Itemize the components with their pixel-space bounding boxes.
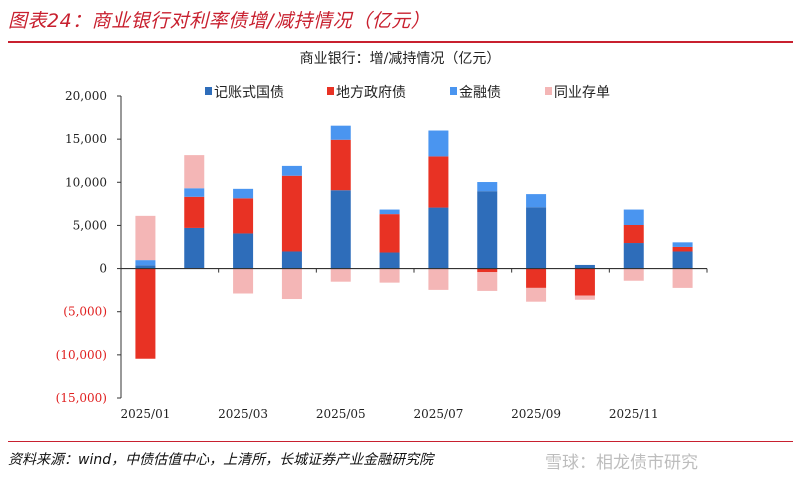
legend-swatch [545,87,552,95]
x-tick-label: 2025/05 [316,407,366,421]
legend-label: 金融债 [459,85,501,101]
legend-label: 记账式国债 [214,85,284,101]
title-divider [8,41,793,43]
bar-segment-1-2025-04 [281,251,302,269]
bar-segment-2-2025-03 [233,198,254,234]
bar-segment-4-2025-08 [477,272,498,291]
bar-segment-1-2025-05 [330,190,351,269]
bar-segment-2-2025-07 [428,156,449,208]
bar-segment-4-2025-06 [379,268,400,283]
bar-segment-4-2025-10 [574,295,595,300]
y-tick-label: 10,000 [65,175,107,189]
legend-swatch [327,87,334,95]
y-tick-label: (10,000) [56,348,107,362]
bar-segment-1-2025-08 [477,191,498,269]
bar-segment-3-2025-01 [135,260,156,266]
bar-segment-2-2025-12 [672,246,693,252]
bar-segment-4-2025-12 [672,268,693,288]
bar-segment-4-2025-03 [233,268,254,294]
bar-segment-2-2025-04 [281,175,302,252]
bar-segment-3-2025-12 [672,242,693,247]
bar-segment-2-2025-05 [330,139,351,191]
bar-segment-1-2025-09 [526,207,547,269]
bars [135,125,693,359]
figure-title: 图表24：商业银行对利率债增/减持情况（亿元） [8,10,431,32]
bar-segment-1-2025-12 [672,251,693,269]
legend-swatch [205,87,212,95]
footer-divider [8,441,793,442]
bar-segment-3-2025-08 [477,182,498,192]
x-tick-label: 2025/11 [609,407,659,421]
bar-segment-2-2025-10 [574,268,595,296]
y-tick-label: 15,000 [65,132,107,146]
x-tick-label: 2025/03 [218,407,268,421]
bar-segment-3-2025-02 [184,188,205,197]
bar-segment-3-2025-07 [428,130,449,157]
bar-segment-1-2025-06 [379,252,400,269]
bar-segment-4-2025-02 [184,155,205,189]
bar-segment-4-2025-04 [281,268,302,300]
bar-segment-3-2025-11 [623,209,644,225]
bar-segment-1-2025-11 [623,243,644,269]
y-axis: 20,000 15,000 10,000 5,000 0 (5,000) (10,000) (… [56,89,122,405]
watermark: 雪球：相龙债市研究 [545,453,698,473]
bar-segment-2-2025-08 [477,268,498,273]
legend-label: 同业存单 [554,85,610,101]
legend-swatch [450,87,457,95]
bar-segment-4-2025-05 [330,268,351,282]
bar-segment-4-2025-07 [428,268,449,290]
bar-segment-4-2025-01 [135,215,156,261]
source-note: 资料来源：wind，中债估值中心，上清所，长城证券产业金融研究院 [8,452,434,468]
bar-segment-3-2025-03 [233,188,254,199]
legend-label: 地方政府债 [336,85,406,101]
x-tick-label: 2025/07 [413,407,463,421]
bar-segment-2-2025-09 [526,268,547,288]
bar-segment-2-2025-06 [379,214,400,253]
y-tick-label: (15,000) [56,391,107,405]
y-tick-label: 20,000 [65,89,107,103]
x-tick-label: 2025/01 [120,407,170,421]
x-axis: 2025/01 2025/03 2025/05 2025/07 2025/09 2025/… [120,267,708,421]
bar-segment-3-2025-09 [526,194,547,208]
y-tick-label: (5,000) [63,305,107,319]
bar-segment-1-2025-03 [233,233,254,269]
bar-segment-4-2025-11 [623,268,644,281]
bar-segment-3-2025-05 [330,125,351,140]
y-tick-label: 5,000 [73,218,107,232]
bar-segment-4-2025-09 [526,287,547,302]
bar-segment-3-2025-06 [379,209,400,215]
bar-segment-2-2025-02 [184,196,205,228]
bar-segment-2-2025-11 [623,224,644,244]
bar-segment-2-2025-01 [135,268,156,359]
bar-segment-1-2025-02 [184,227,205,269]
bar-segment-3-2025-04 [281,165,302,176]
bar-segment-1-2025-10 [574,264,595,269]
bar-segment-1-2025-01 [135,265,156,269]
y-tick-label: 0 [99,262,107,276]
chart-title: 商业银行：增/减持情况（亿元） [300,51,501,67]
stacked-bar-chart: 商业银行：增/减持情况（亿元） 记账式国债 地方政府债 金融债 同业存单 20,000… [56,51,708,421]
x-tick-label: 2025/09 [511,407,561,421]
bar-segment-1-2025-07 [428,207,449,269]
legend: 记账式国债 地方政府债 金融债 同业存单 [205,85,610,101]
